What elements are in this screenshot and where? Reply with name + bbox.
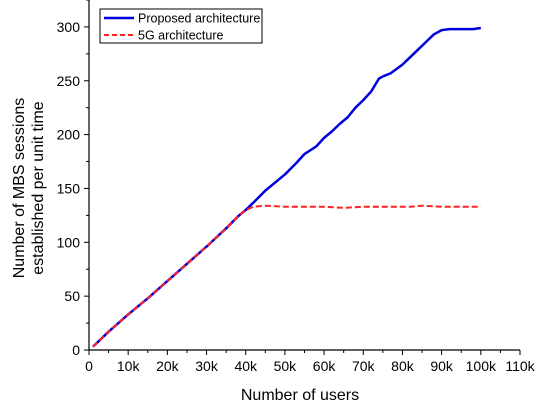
x-tick-label: 20k [156, 358, 180, 374]
x-tick-label: 30k [195, 358, 219, 374]
tick-labels: 0 10k 20k 30k 40k 50k 60k 70k 80k 90k 100k 110k 0 50 1… [57, 19, 536, 374]
y-tick-label: 200 [57, 127, 81, 143]
x-tick-label: 80k [391, 358, 415, 374]
y-tick-label: 0 [72, 342, 80, 358]
y-axis-label: Number of MBS sessions established per u… [11, 98, 47, 279]
series-line-proposed [92, 26, 481, 348]
y-tick-label: 300 [57, 19, 81, 35]
data-series [92, 26, 481, 348]
x-tick-label: 70k [352, 358, 376, 374]
y-axis-label-line-1: Number of MBS sessions [11, 98, 28, 279]
legend-label-5g: 5G architecture [138, 29, 224, 43]
y-tick-label: 150 [57, 180, 81, 196]
y-tick-label: 50 [64, 288, 80, 304]
y-tick-label: 100 [57, 234, 81, 250]
x-tick-label: 100k [466, 358, 497, 374]
x-tick-label: 10k [117, 358, 141, 374]
y-axis-label-line-2: established per unit time [30, 101, 47, 275]
legend: Proposed architecture 5G architecture [99, 8, 263, 44]
tick-marks [84, 0, 521, 355]
x-tick-label: 40k [234, 358, 258, 374]
x-tick-label: 90k [430, 358, 454, 374]
x-tick-label: 110k [505, 358, 535, 374]
x-tick-label: 0 [85, 358, 93, 374]
x-tick-label: 50k [274, 358, 298, 374]
legend-label-proposed: Proposed architecture [138, 12, 260, 26]
series-line-5g [92, 204, 481, 348]
y-tick-label: 250 [57, 73, 81, 89]
x-axis-label: Number of users [241, 387, 359, 404]
legend-box [99, 8, 263, 44]
x-tick-label: 60k [313, 358, 337, 374]
